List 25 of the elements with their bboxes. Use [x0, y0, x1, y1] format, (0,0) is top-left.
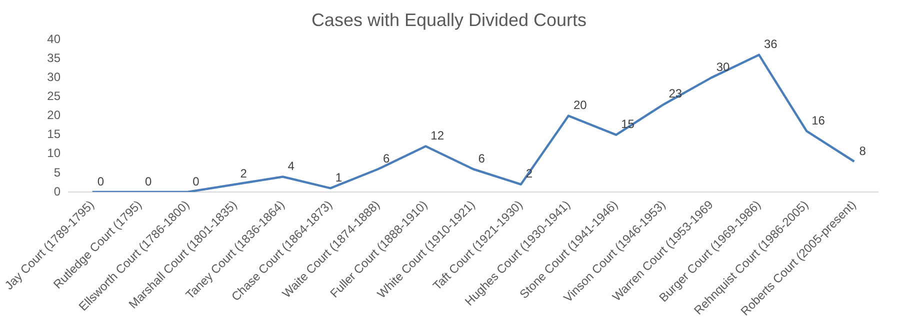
- data-label: 1: [335, 170, 342, 184]
- data-label: 6: [383, 151, 390, 166]
- y-tick-label: 0: [54, 184, 61, 198]
- y-tick-label: 40: [47, 32, 61, 46]
- y-tick-label: 25: [47, 89, 61, 104]
- data-label: 12: [430, 128, 444, 143]
- data-label: 16: [812, 113, 826, 128]
- data-label: 0: [97, 174, 104, 188]
- y-tick-label: 20: [47, 108, 61, 122]
- y-tick-label: 30: [47, 70, 61, 84]
- data-label: 0: [144, 174, 152, 188]
- data-label: 36: [764, 37, 778, 52]
- data-label: 8: [859, 144, 866, 158]
- data-label: 20: [574, 98, 588, 112]
- data-label: 0: [192, 174, 200, 188]
- data-label: 4: [288, 159, 295, 174]
- y-tick-label: 5: [54, 165, 61, 180]
- data-label: 2: [240, 166, 248, 181]
- chart-title: Cases with Equally Divided Courts: [311, 10, 587, 30]
- y-tick-label: 10: [47, 146, 61, 160]
- y-tick-label: 35: [47, 50, 61, 65]
- data-label: 6: [478, 151, 486, 166]
- y-tick-label: 15: [47, 127, 61, 142]
- data-label: 23: [668, 86, 682, 101]
- data-label: 30: [716, 60, 730, 74]
